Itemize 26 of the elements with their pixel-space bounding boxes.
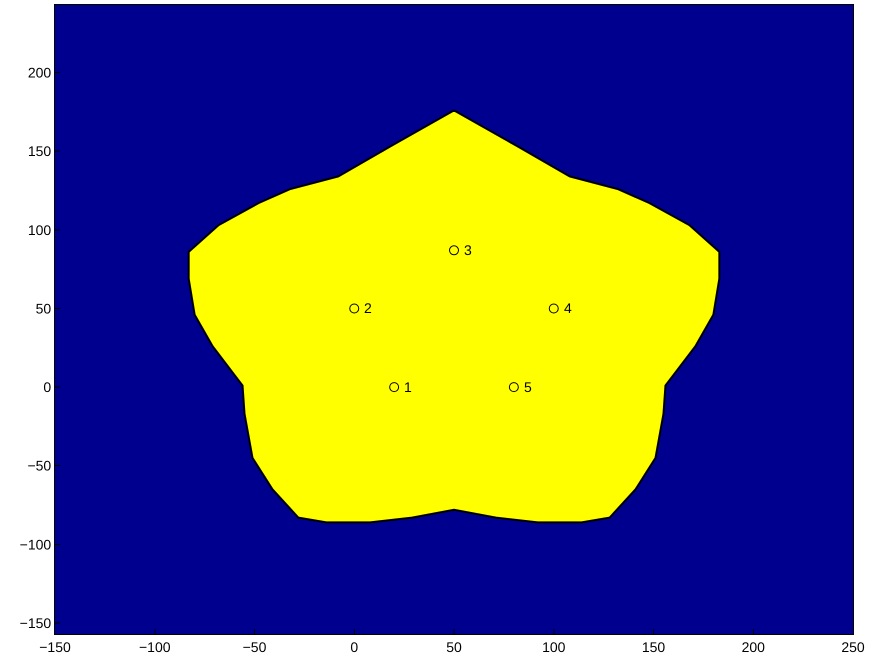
annotation: 1 — [404, 379, 412, 395]
y-tick-label: −100 — [20, 536, 52, 552]
annotation: 5 — [524, 379, 532, 395]
y-tick-label: −150 — [20, 614, 52, 631]
x-tick-label: −100 — [138, 638, 171, 655]
annotation: 3 — [464, 242, 472, 258]
x-tick-label: 200 — [742, 638, 766, 655]
y-tick-label: 200 — [28, 64, 52, 81]
annotation: 2 — [364, 300, 372, 316]
x-tick-label: 50 — [446, 638, 462, 655]
x-tick-label: 250 — [841, 638, 865, 655]
y-tick-label: 100 — [28, 222, 52, 238]
point — [349, 303, 360, 314]
point — [548, 303, 559, 314]
x-tick-label: 0 — [350, 638, 358, 655]
x-tick-label: −50 — [242, 638, 267, 655]
annotation: 4 — [564, 300, 572, 316]
x-tick-label: 100 — [542, 638, 566, 655]
x-tick-label: 150 — [642, 638, 666, 655]
y-tick-label: 150 — [28, 143, 52, 160]
y-tick-label: −50 — [27, 458, 52, 474]
point — [389, 382, 400, 392]
y-tick-label: 50 — [36, 300, 52, 316]
point — [508, 382, 519, 392]
y-tick-label: 0 — [43, 379, 52, 396]
point — [449, 245, 459, 256]
